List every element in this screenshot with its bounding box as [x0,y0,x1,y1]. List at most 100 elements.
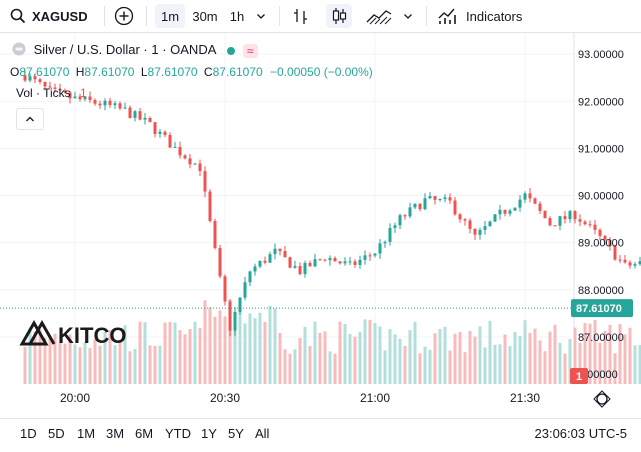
price-tick-label: 92.00000 [578,96,624,108]
chevron-up-icon [25,114,35,124]
clock: 23:06:03 UTC-5 [535,426,628,441]
interval-30m[interactable]: 30m [190,4,220,28]
interval-1h[interactable]: 1h [226,4,248,28]
range-1m[interactable]: 1M [77,426,95,441]
volume-bar [169,322,172,384]
volume-bar [449,350,452,384]
interval-1m[interactable]: 1m [155,4,185,28]
time-tick-label: 21:00 [360,391,390,405]
candle-body [494,214,497,221]
indicators-button[interactable]: Indicators [438,4,522,28]
chevron-down-icon [403,11,413,21]
volume-bar [419,353,422,384]
bars-icon [292,7,310,25]
gear-icon[interactable] [594,391,610,407]
candle-body [559,216,562,226]
volume-bar [304,327,307,384]
volume-bar [544,351,547,384]
candle-body [429,196,432,198]
volume-last-tag-label: 1 [576,371,582,383]
candle-body [144,118,147,120]
range-3m[interactable]: 3M [106,426,124,441]
candle-body [624,260,627,263]
volume-bar [514,332,517,384]
range-1y[interactable]: 1Y [201,426,217,441]
volume-bar [414,322,417,384]
candle-body [574,211,577,219]
volume-bar [199,328,202,384]
range-1d[interactable]: 1D [20,426,37,441]
volume-bar [174,322,177,384]
volume-bar [469,331,472,384]
volume-bar [629,328,632,384]
area-style-button[interactable] [366,4,392,28]
bar-style-button[interactable] [292,4,310,28]
candle-body [209,192,212,221]
candle-body [304,263,307,274]
candle-body [219,248,222,276]
volume-bar [344,324,347,384]
candle-body [94,100,97,104]
range-all[interactable]: All [255,426,269,441]
candle-body [619,260,622,261]
collapse-legend-button[interactable] [16,108,44,130]
volume-bar [89,348,92,384]
volume-bar [364,319,367,384]
candle-body [589,224,592,225]
candle-body [484,226,487,230]
volume-bar [489,321,492,384]
candle-body [544,211,547,218]
volume-bar [634,345,637,384]
volume-bar [84,342,87,384]
plus-circle-icon [114,6,134,26]
kitco-wordmark: KITCO [58,323,126,348]
volume-bar [359,332,362,384]
price-chart[interactable]: KITCO93.0000092.0000091.0000090.0000089.… [0,33,641,385]
candles-style-button[interactable] [326,4,352,28]
volume-bar [444,327,447,384]
compare-button[interactable] [114,4,134,28]
area-chart-icon [366,7,392,25]
range-5d[interactable]: 5D [48,426,65,441]
volume-bar [179,330,182,384]
price-tick-label: 93.00000 [578,49,624,61]
volume-bar [204,300,207,384]
range-5y[interactable]: 5Y [228,426,244,441]
candle-body [289,257,292,267]
candle-body [349,261,352,262]
candle-body [109,101,112,105]
symbol-search[interactable]: XAGUSD [10,4,88,28]
candle-body [629,262,632,265]
candle-body [539,204,542,211]
chart-style-dropdown[interactable] [400,4,416,28]
volume-bar [29,328,32,384]
candle-body [314,259,317,266]
volume-bar [149,345,152,384]
range-ytd[interactable]: YTD [165,426,191,441]
volume-bar [509,346,512,384]
volume-bar [624,334,627,384]
ohlc-readout: O87.61070 H87.61070 L87.61070 C87.61070 … [10,65,373,79]
volume-bar [194,322,197,384]
candle-body [479,230,482,235]
price-tick-label: 91.00000 [578,143,624,155]
candle-body [229,301,232,330]
candle-body [169,135,172,148]
volume-bar [144,322,147,384]
candle-body [189,158,192,164]
candle-body [274,249,277,254]
candle-body [329,258,332,260]
range-6m[interactable]: 6M [135,426,153,441]
indicators-icon [438,7,458,25]
candle-body [459,214,462,219]
volume-bar [254,318,257,384]
volume-bar [399,339,402,384]
candle-body [99,104,102,106]
candle-body [199,163,202,171]
volume-bar [59,342,62,384]
low-value: 87.61070 [148,65,198,79]
volume-bar [549,332,552,384]
candle-body [464,219,467,220]
interval-dropdown[interactable] [253,4,269,28]
